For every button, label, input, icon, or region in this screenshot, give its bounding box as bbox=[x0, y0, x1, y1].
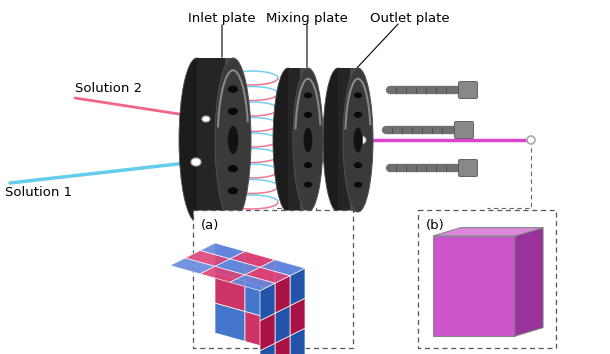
Polygon shape bbox=[260, 260, 305, 276]
Ellipse shape bbox=[354, 127, 362, 153]
Text: (a): (a) bbox=[201, 219, 220, 233]
Polygon shape bbox=[245, 251, 275, 290]
Ellipse shape bbox=[273, 68, 303, 212]
Polygon shape bbox=[290, 328, 305, 354]
Polygon shape bbox=[230, 251, 275, 267]
Ellipse shape bbox=[304, 162, 312, 169]
Polygon shape bbox=[230, 275, 275, 291]
Ellipse shape bbox=[356, 136, 366, 144]
Polygon shape bbox=[300, 68, 308, 212]
Polygon shape bbox=[260, 313, 275, 351]
Ellipse shape bbox=[304, 92, 312, 99]
Polygon shape bbox=[170, 258, 215, 274]
Polygon shape bbox=[197, 58, 233, 222]
Polygon shape bbox=[350, 68, 358, 212]
Ellipse shape bbox=[228, 187, 239, 195]
Polygon shape bbox=[275, 336, 290, 354]
Polygon shape bbox=[245, 281, 275, 320]
Polygon shape bbox=[200, 267, 245, 282]
FancyBboxPatch shape bbox=[454, 121, 473, 138]
Polygon shape bbox=[215, 303, 245, 341]
Ellipse shape bbox=[304, 127, 312, 153]
Polygon shape bbox=[260, 343, 275, 354]
Text: Mixing plate: Mixing plate bbox=[266, 12, 348, 25]
Text: Outlet plate: Outlet plate bbox=[370, 12, 450, 25]
Ellipse shape bbox=[343, 68, 373, 212]
Ellipse shape bbox=[527, 136, 535, 144]
Polygon shape bbox=[200, 243, 245, 259]
FancyBboxPatch shape bbox=[459, 81, 478, 98]
Polygon shape bbox=[245, 312, 275, 350]
FancyBboxPatch shape bbox=[193, 210, 353, 348]
Polygon shape bbox=[275, 276, 290, 313]
Ellipse shape bbox=[228, 85, 239, 93]
Ellipse shape bbox=[228, 107, 239, 115]
Ellipse shape bbox=[354, 181, 362, 188]
Polygon shape bbox=[215, 259, 260, 275]
Polygon shape bbox=[225, 58, 233, 222]
Polygon shape bbox=[290, 268, 305, 306]
Ellipse shape bbox=[323, 68, 353, 212]
Polygon shape bbox=[515, 228, 543, 336]
Polygon shape bbox=[215, 243, 245, 281]
Ellipse shape bbox=[215, 58, 251, 222]
Ellipse shape bbox=[354, 92, 362, 99]
Polygon shape bbox=[433, 228, 543, 236]
Text: Solution 1: Solution 1 bbox=[5, 185, 72, 199]
Polygon shape bbox=[275, 320, 305, 354]
Polygon shape bbox=[215, 273, 245, 312]
Ellipse shape bbox=[304, 112, 312, 118]
Polygon shape bbox=[245, 267, 290, 283]
Ellipse shape bbox=[293, 68, 323, 212]
Polygon shape bbox=[275, 260, 305, 298]
Polygon shape bbox=[275, 290, 305, 328]
Polygon shape bbox=[185, 251, 230, 267]
Text: Inlet plate: Inlet plate bbox=[188, 12, 256, 25]
Text: Solution 2: Solution 2 bbox=[75, 81, 142, 95]
Ellipse shape bbox=[304, 181, 312, 188]
Text: (b): (b) bbox=[426, 219, 445, 233]
Ellipse shape bbox=[228, 165, 239, 173]
Ellipse shape bbox=[354, 162, 362, 169]
FancyBboxPatch shape bbox=[459, 160, 478, 177]
Ellipse shape bbox=[191, 158, 201, 166]
Ellipse shape bbox=[179, 58, 215, 222]
FancyBboxPatch shape bbox=[418, 210, 556, 348]
Ellipse shape bbox=[202, 116, 210, 122]
Polygon shape bbox=[433, 236, 515, 336]
Polygon shape bbox=[290, 298, 305, 336]
Ellipse shape bbox=[354, 112, 362, 118]
Polygon shape bbox=[338, 68, 358, 212]
Ellipse shape bbox=[228, 126, 239, 154]
Polygon shape bbox=[275, 306, 290, 343]
Polygon shape bbox=[288, 68, 308, 212]
Polygon shape bbox=[260, 283, 275, 321]
